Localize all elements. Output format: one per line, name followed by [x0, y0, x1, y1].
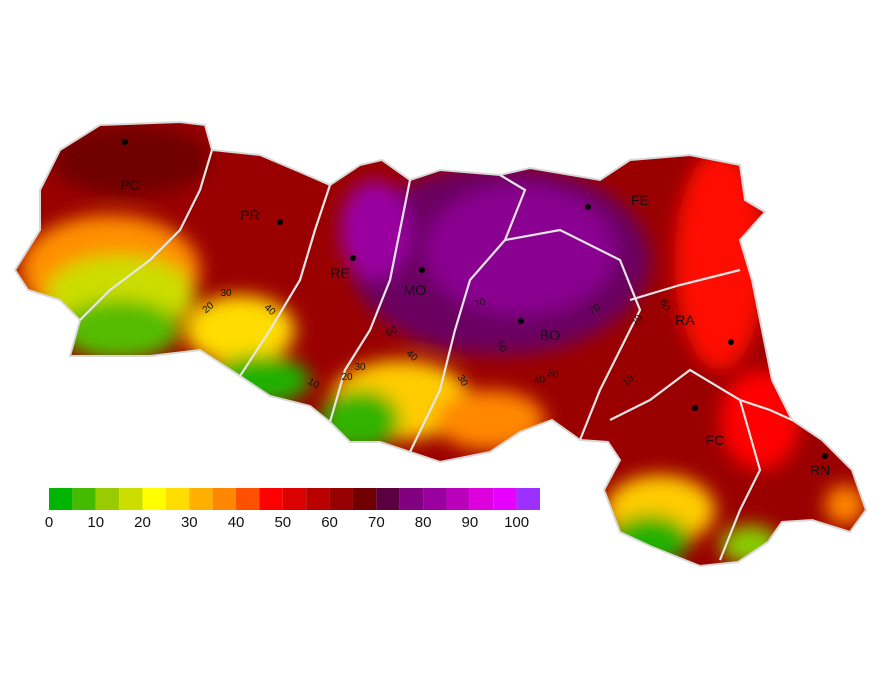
legend-swatch: [446, 488, 470, 510]
legend-tick-label: 20: [134, 514, 151, 531]
legend-swatch: [119, 488, 143, 510]
legend-swatch: [306, 488, 330, 510]
legend-swatch: [259, 488, 283, 510]
city-dot: [350, 255, 356, 261]
contour-label: 30: [455, 373, 470, 389]
city-dot: [518, 318, 524, 324]
legend-swatch: [212, 488, 237, 510]
legend-swatch: [423, 488, 447, 510]
legend-tick-label: 100: [504, 514, 529, 531]
city-dot: [728, 339, 734, 345]
contour-label: 40: [533, 374, 546, 387]
city-dot: [277, 219, 283, 225]
legend-swatch: [469, 488, 494, 510]
contour-label: 30: [220, 288, 232, 299]
legend-swatch: [376, 488, 400, 510]
province-label: RE: [330, 265, 349, 281]
contour-label: 60: [384, 324, 400, 339]
legend-swatch: [189, 488, 213, 510]
legend-tick-label: 80: [415, 514, 432, 531]
city-dot: [692, 405, 698, 411]
legend-tick-label: 10: [87, 514, 104, 531]
contour-label: 60: [657, 298, 671, 313]
legend-tick-label: 50: [274, 514, 291, 531]
legend-tick-label: 70: [368, 514, 385, 531]
legend-swatch: [236, 488, 260, 510]
legend-swatch: [142, 488, 166, 510]
city-dot: [122, 139, 128, 145]
contour-label: 50: [494, 339, 509, 355]
contour-label: 70: [473, 296, 488, 310]
legend-swatch: [72, 488, 96, 510]
legend-tick-label: 90: [462, 514, 479, 531]
province-label: PC: [120, 177, 139, 193]
contour-label: 70: [630, 313, 645, 329]
heat-field: [15, 122, 866, 566]
legend-swatch: [329, 488, 353, 510]
contour-label: 30: [354, 362, 366, 373]
province-borders: [79, 149, 793, 561]
province-label: RA: [675, 312, 695, 328]
province-label: PR: [240, 207, 259, 223]
province-label: MO: [404, 282, 427, 298]
province-label: FC: [706, 432, 725, 448]
legend-swatch: [516, 488, 540, 510]
province-label: RN: [810, 462, 830, 478]
legend-swatch: [352, 488, 377, 510]
legend-tick-label: 0: [45, 514, 53, 531]
legend-tick-label: 60: [321, 514, 338, 531]
legend-swatch: [282, 488, 307, 510]
contour-label: 20: [341, 372, 353, 383]
province-label: BO: [540, 327, 560, 343]
contour-label: 10: [306, 376, 322, 391]
legend-swatch: [165, 488, 190, 510]
legend-tick-label: 40: [228, 514, 245, 531]
contour-label: 50: [546, 368, 561, 382]
contour-label: 70: [587, 302, 603, 317]
city-dot: [585, 204, 591, 210]
legend-swatch: [49, 488, 73, 510]
province-label: FE: [631, 192, 649, 208]
city-dot: [419, 267, 425, 273]
legend-swatch: [399, 488, 424, 510]
city-dot: [822, 453, 828, 459]
legend-swatch: [493, 488, 517, 510]
legend-tick-label: 30: [181, 514, 198, 531]
legend-swatch: [95, 488, 120, 510]
